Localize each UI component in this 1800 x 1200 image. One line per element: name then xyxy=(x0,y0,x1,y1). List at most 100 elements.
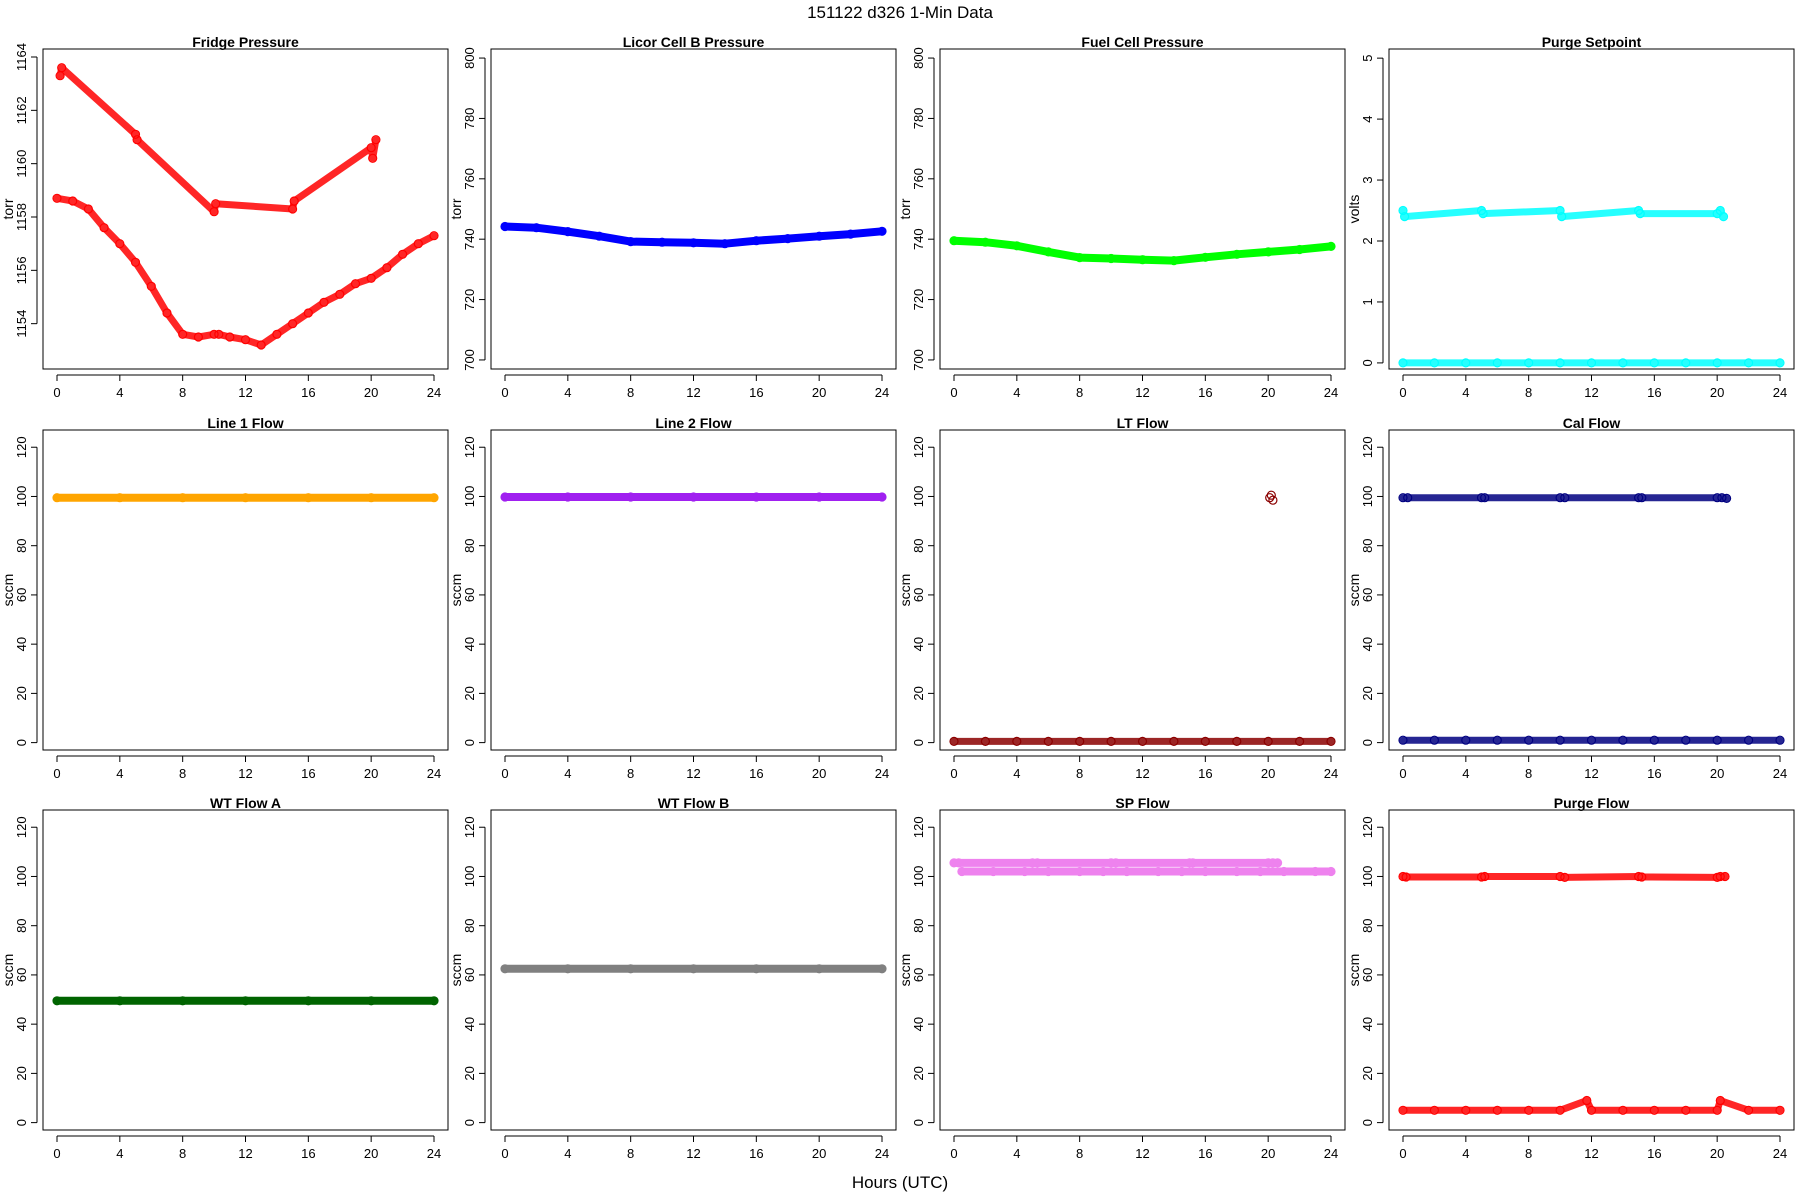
y-tick-label: 0 xyxy=(462,739,477,746)
x-tick-label: 20 xyxy=(1261,766,1275,781)
x-tick-label: 0 xyxy=(950,766,957,781)
y-tick-label: 100 xyxy=(462,866,477,888)
data-point xyxy=(413,239,423,249)
x-tick-label: 24 xyxy=(875,385,889,400)
x-tick-label: 24 xyxy=(427,766,441,781)
y-tick-label: 60 xyxy=(14,968,29,982)
x-tick-label: 20 xyxy=(812,385,826,400)
y-tick-label: 2 xyxy=(1360,237,1375,244)
data-point xyxy=(877,492,887,502)
x-tick-label: 0 xyxy=(950,1146,957,1161)
y-axis-label: torr xyxy=(448,198,464,219)
data-point xyxy=(500,221,510,232)
data-point xyxy=(319,297,329,307)
plot-frame xyxy=(939,429,1346,751)
y-tick-label: 80 xyxy=(462,918,477,932)
data-point xyxy=(1255,866,1265,877)
panel-title: Purge Setpoint xyxy=(1542,34,1642,50)
data-trace xyxy=(1399,207,1727,221)
data-point xyxy=(1106,736,1116,747)
data-point xyxy=(531,223,542,233)
data-point xyxy=(350,279,361,289)
y-tick-label: 120 xyxy=(14,816,29,838)
panel-title: Cal Flow xyxy=(1563,415,1621,431)
x-tick-label: 0 xyxy=(950,385,957,400)
y-tick-label: 800 xyxy=(911,47,926,69)
data-point xyxy=(1399,212,1410,222)
y-tick-label: 740 xyxy=(462,228,477,250)
x-tick-label: 8 xyxy=(1076,766,1083,781)
y-tick-label: 780 xyxy=(911,108,926,130)
plot-frame xyxy=(42,809,449,1131)
data-point xyxy=(162,308,172,318)
x-tick-label: 24 xyxy=(1324,1146,1338,1161)
data-point xyxy=(1560,493,1570,503)
data-point xyxy=(563,227,573,237)
plot-frame xyxy=(490,809,897,1131)
data-point xyxy=(178,329,188,339)
data-point xyxy=(877,964,887,974)
data-point xyxy=(1020,866,1030,877)
chart-panel: Line 2 Flow sccm 0 4 8 12 16 20 24 0 20 40 60 80 100 12… xyxy=(448,415,897,781)
x-tick-label: 16 xyxy=(1198,1146,1212,1161)
x-tick-label: 16 xyxy=(301,766,315,781)
data-point xyxy=(1721,493,1732,503)
y-axis-label: volts xyxy=(1346,195,1362,224)
x-tick-label: 16 xyxy=(749,385,763,400)
data-point xyxy=(1637,493,1647,503)
data-point xyxy=(1649,358,1659,368)
x-tick-label: 4 xyxy=(564,385,571,400)
data-point xyxy=(68,196,78,206)
data-point xyxy=(1586,358,1597,368)
data-point xyxy=(368,153,378,163)
data-point xyxy=(398,249,408,259)
data-point xyxy=(366,143,376,153)
x-tick-label: 4 xyxy=(1462,766,1469,781)
data-point xyxy=(1012,736,1022,747)
plot-frame xyxy=(939,48,1346,370)
y-axis-label: sccm xyxy=(448,574,464,607)
y-tick-label: 100 xyxy=(911,486,926,508)
data-point xyxy=(1294,736,1305,747)
chart-panel: Cal Flow sccm 0 4 8 12 16 20 24 0 20 40 60 80 100 120 xyxy=(1346,415,1795,781)
data-point xyxy=(1398,871,1408,882)
chart-panel: LT Flow sccm 0 4 8 12 16 20 24 0 20 40 60 80 100 120 xyxy=(897,415,1346,781)
data-point xyxy=(1557,212,1567,222)
x-tick-label: 0 xyxy=(1399,385,1406,400)
data-point xyxy=(1478,209,1488,219)
data-point xyxy=(877,226,887,236)
data-point xyxy=(130,129,141,139)
x-tick-label: 20 xyxy=(364,766,378,781)
x-tick-label: 8 xyxy=(179,1146,186,1161)
data-point xyxy=(1637,872,1647,882)
x-tick-label: 20 xyxy=(1261,385,1275,400)
y-tick-label: 720 xyxy=(911,289,926,311)
y-tick-label: 120 xyxy=(911,436,926,458)
plot-frame xyxy=(1388,48,1795,370)
data-point xyxy=(1263,736,1273,747)
data-point xyxy=(1618,1105,1628,1115)
data-point xyxy=(1492,358,1502,368)
data-point xyxy=(272,329,282,339)
data-point xyxy=(1122,866,1132,877)
x-tick-label: 4 xyxy=(116,385,123,400)
data-point xyxy=(949,236,959,246)
x-tick-label: 0 xyxy=(53,1146,60,1161)
x-tick-label: 12 xyxy=(238,1146,252,1161)
x-tick-label: 12 xyxy=(686,1146,700,1161)
data-point xyxy=(1326,736,1336,747)
data-point xyxy=(1043,736,1053,747)
panel-title: Fridge Pressure xyxy=(192,34,299,50)
plot-frame xyxy=(42,48,449,370)
data-point xyxy=(1649,735,1659,745)
x-tick-label: 4 xyxy=(1013,766,1020,781)
x-tick-label: 0 xyxy=(501,766,508,781)
data-point xyxy=(1012,241,1022,251)
y-tick-label: 40 xyxy=(462,1017,477,1031)
data-point xyxy=(1200,866,1210,877)
y-tick-label: 1164 xyxy=(14,43,29,71)
data-point xyxy=(1326,866,1336,877)
panel-title: SP Flow xyxy=(1115,795,1169,811)
y-tick-label: 0 xyxy=(462,1119,477,1126)
